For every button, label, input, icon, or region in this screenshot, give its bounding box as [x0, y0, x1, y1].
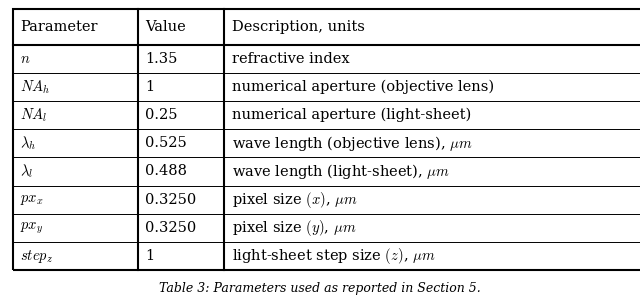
Text: Value: Value	[145, 20, 186, 34]
Text: $step_z$: $step_z$	[20, 247, 54, 265]
Text: $NA_h$: $NA_h$	[20, 78, 51, 95]
Text: 1.35: 1.35	[145, 52, 178, 66]
Text: 1: 1	[145, 80, 154, 94]
Text: 0.25: 0.25	[145, 108, 178, 122]
Text: 0.488: 0.488	[145, 165, 188, 178]
Text: $px_y$: $px_y$	[20, 220, 44, 235]
Bar	[13, 9, 640, 270]
Text: refractive index: refractive index	[232, 52, 349, 66]
Text: Table 3: Parameters used as reported in Section 5.: Table 3: Parameters used as reported in …	[159, 282, 481, 295]
Text: $NA_l$: $NA_l$	[20, 106, 48, 124]
Text: numerical aperture (light-sheet): numerical aperture (light-sheet)	[232, 108, 471, 122]
Text: $px_x$: $px_x$	[20, 193, 44, 207]
Text: 0.3250: 0.3250	[145, 193, 196, 207]
Text: pixel size $(x)$, $\mu m$: pixel size $(x)$, $\mu m$	[232, 190, 357, 210]
Text: light-sheet step size $(z)$, $\mu m$: light-sheet step size $(z)$, $\mu m$	[232, 246, 435, 266]
Text: $n$: $n$	[20, 52, 31, 66]
Text: 1: 1	[145, 249, 154, 263]
Text: wave length (light-sheet), $\mu m$: wave length (light-sheet), $\mu m$	[232, 162, 449, 181]
Text: $\lambda_l$: $\lambda_l$	[20, 163, 34, 180]
Text: Parameter: Parameter	[20, 20, 98, 34]
Text: 0.525: 0.525	[145, 136, 187, 150]
Text: numerical aperture (objective lens): numerical aperture (objective lens)	[232, 80, 494, 94]
Text: 0.3250: 0.3250	[145, 221, 196, 235]
Text: $\lambda_h$: $\lambda_h$	[20, 134, 36, 152]
Text: wave length (objective lens), $\mu m$: wave length (objective lens), $\mu m$	[232, 134, 472, 153]
Text: Description, units: Description, units	[232, 20, 365, 34]
Text: pixel size $(y)$, $\mu m$: pixel size $(y)$, $\mu m$	[232, 218, 356, 238]
